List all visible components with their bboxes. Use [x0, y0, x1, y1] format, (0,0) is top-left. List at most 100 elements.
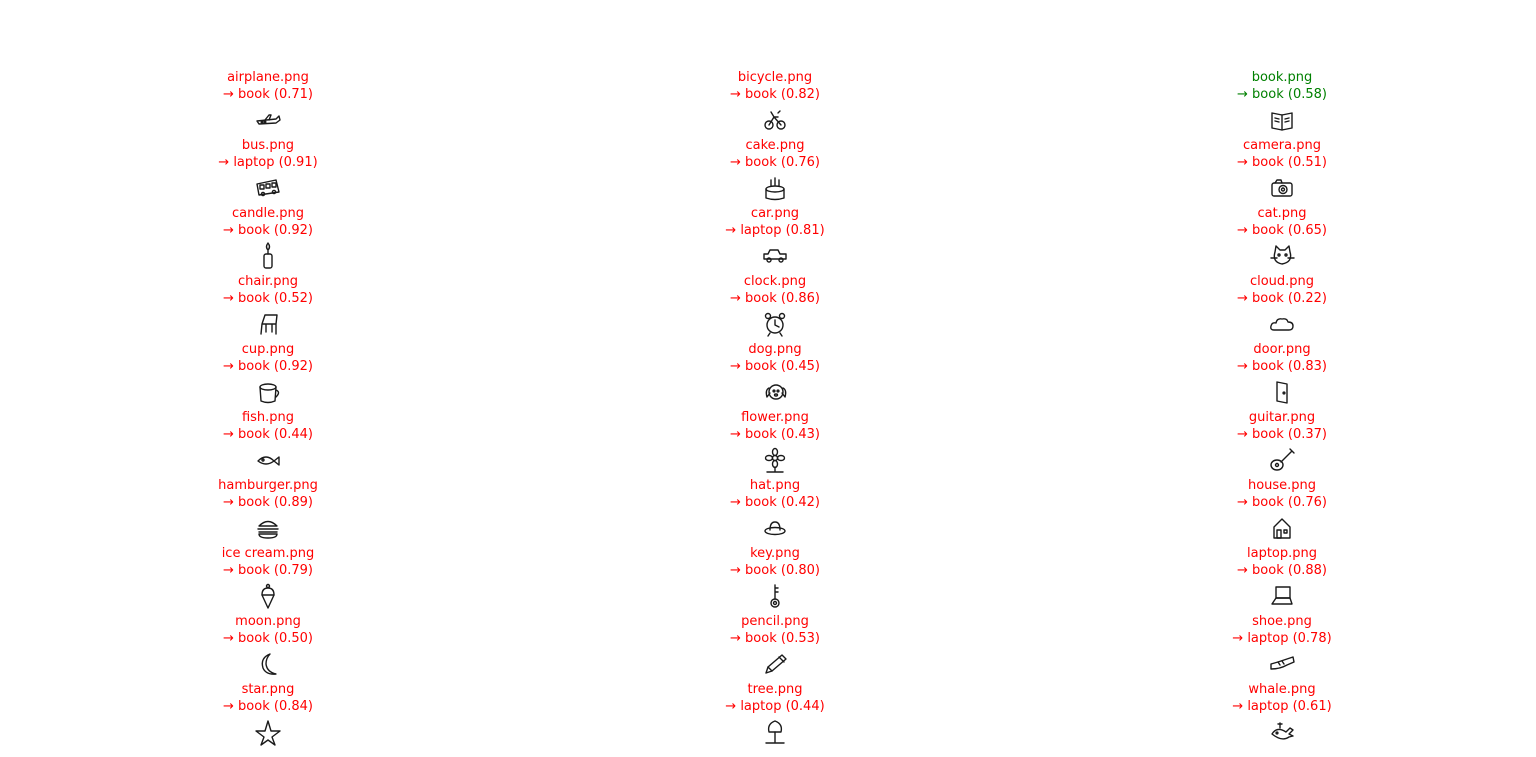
prediction-caption: flower.png → book (0.43)	[625, 409, 925, 443]
dog-icon	[765, 384, 787, 400]
prediction-caption: ice cream.png → book (0.79)	[118, 545, 418, 579]
bus-icon	[256, 179, 280, 197]
moon-icon	[261, 653, 277, 675]
predicted-label: → book (0.50)	[223, 631, 313, 646]
filename-label: whale.png	[1248, 682, 1316, 697]
tree-icon	[765, 720, 785, 744]
filename-label: laptop.png	[1246, 546, 1317, 561]
prediction-caption: hat.png → book (0.42)	[625, 477, 925, 511]
filename-label: car.png	[750, 206, 800, 221]
flower-icon	[764, 447, 786, 473]
bicycle-icon	[764, 110, 786, 130]
predicted-label: → book (0.44)	[223, 427, 313, 442]
predicted-label: → book (0.43)	[730, 427, 820, 442]
filename-label: door.png	[1253, 342, 1311, 357]
filename-label: flower.png	[741, 410, 809, 425]
predicted-label: → book (0.22)	[1237, 291, 1327, 306]
prediction-caption: camera.png → book (0.51)	[1132, 137, 1432, 171]
sketch-result-card: hat.png → book (0.42)	[625, 477, 925, 542]
prediction-caption: moon.png → book (0.50)	[118, 613, 418, 647]
prediction-caption: cake.png → book (0.76)	[625, 137, 925, 171]
prediction-caption: cat.png → book (0.65)	[1132, 205, 1432, 239]
sketch-result-card: star.png → book (0.84)	[118, 681, 418, 746]
predicted-label: → book (0.71)	[223, 87, 313, 102]
prediction-caption: house.png → book (0.76)	[1132, 477, 1432, 511]
sketch-result-card: flower.png → book (0.43)	[625, 409, 925, 474]
prediction-caption: cloud.png → book (0.22)	[1132, 273, 1432, 307]
guitar-icon	[1270, 448, 1295, 471]
filename-label: fish.png	[241, 410, 295, 425]
sketch-result-card: fish.png → book (0.44)	[118, 409, 418, 474]
shoe-icon	[1270, 656, 1295, 670]
whale-icon	[1271, 722, 1294, 740]
predicted-label: → book (0.80)	[730, 563, 820, 578]
predicted-label: → book (0.45)	[730, 359, 820, 374]
cloud-icon	[1270, 318, 1294, 331]
house-icon	[1273, 518, 1291, 539]
prediction-caption: star.png → book (0.84)	[118, 681, 418, 715]
sketch-result-card: pencil.png → book (0.53)	[625, 613, 925, 678]
door-icon	[1276, 381, 1288, 404]
filename-label: tree.png	[747, 682, 803, 697]
predicted-label: → book (0.82)	[730, 87, 820, 102]
sketch-result-card: cat.png → book (0.65)	[1132, 205, 1432, 270]
prediction-caption: laptop.png → book (0.88)	[1132, 545, 1432, 579]
sketch-result-card: laptop.png → book (0.88)	[1132, 545, 1432, 610]
filename-label: pencil.png	[741, 614, 809, 629]
filename-label: star.png	[241, 682, 295, 697]
cat-icon	[1270, 245, 1295, 265]
prediction-caption: book.png → book (0.58)	[1132, 69, 1432, 103]
filename-label: hat.png	[749, 478, 801, 493]
predicted-label: → book (0.88)	[1237, 563, 1327, 578]
predicted-label: → book (0.92)	[223, 359, 313, 374]
predicted-label: → book (0.92)	[223, 223, 313, 238]
prediction-caption: tree.png → laptop (0.44)	[625, 681, 925, 715]
predicted-label: → book (0.42)	[730, 495, 820, 510]
predicted-label: → laptop (0.44)	[725, 699, 825, 714]
chair-icon	[260, 314, 278, 335]
filename-label: airplane.png	[227, 70, 309, 85]
sketch-result-card: clock.png → book (0.86)	[625, 273, 925, 338]
filename-label: guitar.png	[1248, 410, 1316, 425]
predicted-label: → laptop (0.91)	[218, 155, 318, 170]
filename-label: shoe.png	[1252, 614, 1312, 629]
predicted-label: → book (0.58)	[1237, 87, 1327, 102]
sketch-result-card: hamburger.png → book (0.89)	[118, 477, 418, 542]
filename-label: clock.png	[743, 274, 807, 289]
prediction-caption: bicycle.png → book (0.82)	[625, 69, 925, 103]
prediction-caption: candle.png → book (0.92)	[118, 205, 418, 239]
sketch-result-card: key.png → book (0.80)	[625, 545, 925, 610]
filename-label: ice cream.png	[221, 546, 315, 561]
laptop-icon	[1271, 586, 1293, 605]
predicted-label: → book (0.84)	[223, 699, 313, 714]
predicted-label: → book (0.37)	[1237, 427, 1327, 442]
prediction-caption: fish.png → book (0.44)	[118, 409, 418, 443]
predicted-label: → laptop (0.61)	[1232, 699, 1332, 714]
prediction-caption: key.png → book (0.80)	[625, 545, 925, 579]
sketch-result-card: moon.png → book (0.50)	[118, 613, 418, 678]
predicted-label: → book (0.76)	[730, 155, 820, 170]
sketch-result-card: airplane.png → book (0.71)	[118, 69, 418, 134]
car-icon	[763, 249, 787, 263]
cup-icon	[259, 383, 280, 404]
filename-label: dog.png	[748, 342, 802, 357]
predicted-label: → laptop (0.78)	[1232, 631, 1332, 646]
prediction-caption: clock.png → book (0.86)	[625, 273, 925, 307]
sketch-result-card: cloud.png → book (0.22)	[1132, 273, 1432, 338]
sketch-result-card: car.png → laptop (0.81)	[625, 205, 925, 270]
hamburger-icon	[257, 520, 279, 539]
filename-label: cake.png	[745, 138, 805, 153]
predicted-label: → book (0.53)	[730, 631, 820, 646]
prediction-caption: door.png → book (0.83)	[1132, 341, 1432, 375]
sketch-result-card: guitar.png → book (0.37)	[1132, 409, 1432, 474]
prediction-caption: airplane.png → book (0.71)	[118, 69, 418, 103]
predicted-label: → book (0.86)	[730, 291, 820, 306]
airplane-icon	[256, 114, 281, 125]
prediction-caption: car.png → laptop (0.81)	[625, 205, 925, 239]
sketch-result-card: chair.png → book (0.52)	[118, 273, 418, 338]
sketch-result-card: house.png → book (0.76)	[1132, 477, 1432, 542]
filename-label: house.png	[1247, 478, 1317, 493]
cake-icon	[765, 177, 785, 201]
prediction-caption: hamburger.png → book (0.89)	[118, 477, 418, 511]
prediction-caption: pencil.png → book (0.53)	[625, 613, 925, 647]
